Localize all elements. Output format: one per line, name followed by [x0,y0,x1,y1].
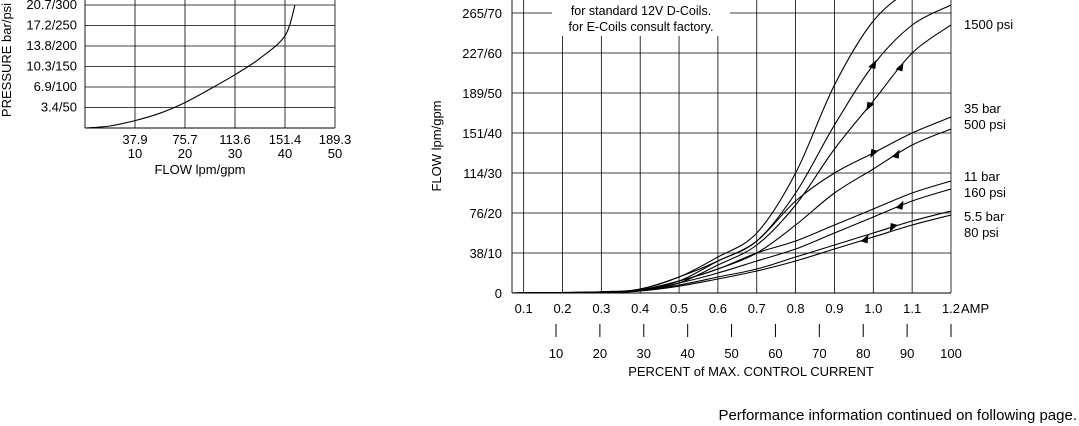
flow-curve-label: 35 bar [964,101,1002,116]
flow-curve-label: 1500 psi [964,17,1013,32]
flow-y-axis-label: FLOW lpm/gpm [429,100,444,191]
flow-direction-arrow [870,149,879,158]
flow-y-tick-label: 151/40 [462,126,502,141]
flow-x-tick-amp: 0.5 [670,301,688,316]
flow-y-tick-label: 227/60 [462,46,502,61]
flow-x-tick-amp: 1.0 [864,301,882,316]
flow-curve [512,116,951,293]
pressure-curve [84,4,296,129]
pressure-x-tick-lpm: 75.7 [172,132,197,147]
pressure-x-tick-gpm: 10 [128,146,142,161]
flow-x-tick-amp: 1.2 [942,301,960,316]
footer-note: Performance information continued on fol… [718,407,1077,424]
flow-note-line: for standard 12V D-Coils. [571,4,711,18]
flow-x-tick-percent: 30 [637,346,651,361]
pressure-x-tick-gpm: 20 [178,146,192,161]
flow-direction-arrow [860,234,869,244]
flow-x-tick-amp: 0.2 [553,301,571,316]
flow-curve-label: 5.5 bar [964,209,1005,224]
flow-x-tick-percent: 90 [900,346,914,361]
flow-x-tick-percent: 60 [768,346,782,361]
pressure-y-axis-label: PRESSURE bar/psi [0,3,14,117]
pressure-x-tick-lpm: 37.9 [122,132,147,147]
flow-note-line: for E-Coils consult factory. [569,20,714,34]
flow-x-tick-amp: 0.4 [631,301,649,316]
pressure-x-tick-lpm: 113.6 [219,132,251,147]
flow-x-tick-percent: 10 [549,346,563,361]
flow-x-tick-amp: 1.1 [903,301,921,316]
flow-x-tick-amp: 0.8 [787,301,805,316]
flow-curve [512,210,951,293]
pressure-x-tick-gpm: 30 [228,146,242,161]
flow-x-tick-percent: 50 [724,346,738,361]
flow-y-tick-label: 38/10 [469,246,502,261]
flow-curves [512,0,951,293]
pressure-y-tick-label: 13.8/200 [26,38,77,53]
flow-x-tick-percent: 80 [856,346,870,361]
flow-direction-arrow [889,223,898,232]
flow-direction-arrow [868,60,877,69]
flow-curve-label: 11 bar [964,169,1001,184]
flow-direction-arrow [866,101,875,111]
flow-note-box [552,0,730,36]
pressure-y-tick-label: 10.3/150 [26,59,77,74]
pressure-y-tick-label: 3.4/50 [41,100,77,115]
pressure-x-tick-lpm: 189.3 [319,132,352,147]
flow-x-tick-percent: 20 [593,346,607,361]
pressure-y-tick-label: 17.2/250 [26,18,77,33]
flow-x-tick-percent: 40 [680,346,694,361]
flow-x-tick-amp: 0.9 [825,301,843,316]
flow-y-tick-label: 265/70 [462,6,502,21]
flow-curve-label: 500 psi [964,117,1006,132]
flow-x-tick-amp: 0.3 [592,301,610,316]
pressure-y-tick-label: 6.9/100 [34,79,77,94]
flow-x-tick-amp: 0.6 [709,301,727,316]
flow-curve-label: 80 psi [964,225,999,240]
flow-y-tick-label: 189/50 [462,86,502,101]
flow-x-tick-percent: 70 [812,346,826,361]
flow-curve [512,214,951,293]
flow-x-tick-amp: 0.7 [748,301,766,316]
flow-direction-arrow [895,200,904,210]
pressure-x-tick-gpm: 50 [328,146,342,161]
flow-curve-label: 160 psi [964,185,1006,200]
pressure-y-tick-label: 20.7/300 [26,0,77,12]
flow-y-tick-label: 76/20 [469,206,502,221]
flow-x-axis-label: PERCENT of MAX. CONTROL CURRENT [628,364,874,379]
flow-x-amp-unit: AMP [961,301,989,316]
flow-chart-grid [511,0,952,337]
flow-direction-arrow [895,62,904,72]
flow-x-tick-amp: 0.1 [515,301,533,316]
flow-x-tick-percent: 100 [940,346,962,361]
pressure-chart-grid [84,0,336,129]
pressure-x-tick-gpm: 40 [278,146,292,161]
pressure-x-axis-label: FLOW lpm/gpm [154,162,245,177]
pressure-x-tick-lpm: 151.4 [269,132,302,147]
flow-y-tick-label: 0 [495,286,502,301]
flow-y-tick-label: 114/30 [463,166,502,181]
flow-direction-arrow [891,149,900,159]
